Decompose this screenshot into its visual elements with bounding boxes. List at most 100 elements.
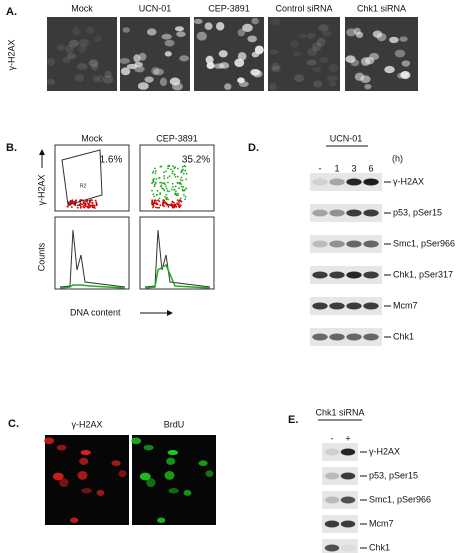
- band: [329, 302, 345, 310]
- nucleus: [164, 470, 175, 480]
- dot: [158, 197, 161, 200]
- dot: [173, 173, 176, 176]
- dot: [185, 178, 188, 181]
- nucleus: [72, 26, 80, 36]
- dot: [164, 201, 167, 204]
- dot: [170, 203, 173, 205]
- dot: [153, 177, 155, 180]
- band: [329, 271, 345, 279]
- band: [312, 240, 328, 248]
- dot: [151, 200, 154, 203]
- nucleus: [122, 27, 130, 33]
- panel-label: C.: [8, 418, 19, 430]
- band: [363, 209, 379, 217]
- dot: [172, 201, 175, 204]
- band: [329, 178, 345, 186]
- nucleus: [78, 44, 87, 54]
- nucleus: [179, 55, 189, 62]
- dot: [95, 203, 98, 206]
- band: [324, 520, 340, 528]
- dot: [165, 187, 168, 190]
- dot: [158, 200, 161, 203]
- dot: [83, 200, 85, 203]
- dot: [153, 199, 156, 202]
- nucleus: [299, 33, 307, 39]
- band-label: Chk1: [369, 542, 390, 552]
- blot: [310, 266, 382, 284]
- nucleus: [74, 74, 85, 82]
- nucleus: [237, 52, 247, 61]
- nucleus: [318, 57, 329, 63]
- percentage: 1.6%: [100, 155, 123, 166]
- nucleus: [153, 68, 164, 76]
- dot: [86, 206, 89, 208]
- dot: [160, 165, 163, 168]
- treatment: Chk1 siRNA: [315, 407, 364, 417]
- dot: [168, 190, 171, 193]
- column-label: Mock: [71, 3, 93, 13]
- nucleus: [307, 47, 318, 56]
- dot: [179, 182, 181, 185]
- nucleus: [328, 63, 339, 73]
- dot: [151, 189, 153, 192]
- dot: [82, 206, 85, 208]
- dot: [178, 187, 180, 190]
- lane-label: -: [331, 433, 334, 443]
- nucleus: [88, 59, 99, 66]
- histogram-line: [59, 229, 126, 288]
- dot: [151, 199, 154, 202]
- dot: [171, 206, 174, 209]
- nucleus: [268, 82, 277, 91]
- dot: [81, 203, 84, 206]
- dot: [176, 199, 179, 202]
- nucleus: [161, 33, 172, 40]
- dot: [177, 192, 179, 195]
- dot: [185, 172, 188, 175]
- nucleus: [138, 52, 147, 61]
- dot: [164, 185, 167, 188]
- dot: [155, 170, 157, 172]
- nucleus: [312, 66, 322, 73]
- nucleus: [47, 57, 56, 66]
- band: [329, 240, 345, 248]
- axis-label: DNA content: [70, 307, 121, 317]
- nucleus: [252, 70, 263, 78]
- band-label: Mcm7: [369, 518, 394, 528]
- nucleus: [59, 478, 69, 488]
- dot: [174, 203, 177, 206]
- column-label: γ-H2AX: [71, 419, 102, 429]
- dot: [165, 197, 168, 199]
- blot: [310, 235, 382, 253]
- nucleus: [133, 54, 141, 63]
- band: [363, 178, 379, 186]
- nucleus: [146, 28, 157, 36]
- dot: [166, 190, 169, 192]
- band-label: γ-H2AX: [393, 176, 424, 186]
- nucleus: [183, 489, 192, 496]
- blot: [322, 467, 358, 485]
- dot: [79, 203, 82, 206]
- dot: [179, 204, 182, 207]
- nucleus: [384, 65, 395, 74]
- dot: [177, 194, 179, 197]
- column-label: Mock: [81, 133, 103, 143]
- nucleus: [137, 82, 149, 90]
- dot: [160, 181, 163, 184]
- nucleus: [120, 67, 131, 76]
- nucleus: [144, 76, 154, 83]
- band: [346, 302, 362, 310]
- dot: [154, 206, 157, 209]
- dot: [83, 204, 86, 206]
- dot: [184, 195, 187, 198]
- column-label: Control siRNA: [275, 3, 332, 13]
- dot: [69, 200, 72, 203]
- dot: [152, 193, 155, 196]
- dot: [179, 178, 182, 181]
- dot: [173, 205, 176, 208]
- nucleus: [318, 24, 329, 32]
- nucleus: [96, 489, 105, 496]
- dot: [184, 169, 187, 172]
- dot: [91, 204, 93, 207]
- nucleus: [166, 457, 176, 466]
- dot: [167, 205, 170, 208]
